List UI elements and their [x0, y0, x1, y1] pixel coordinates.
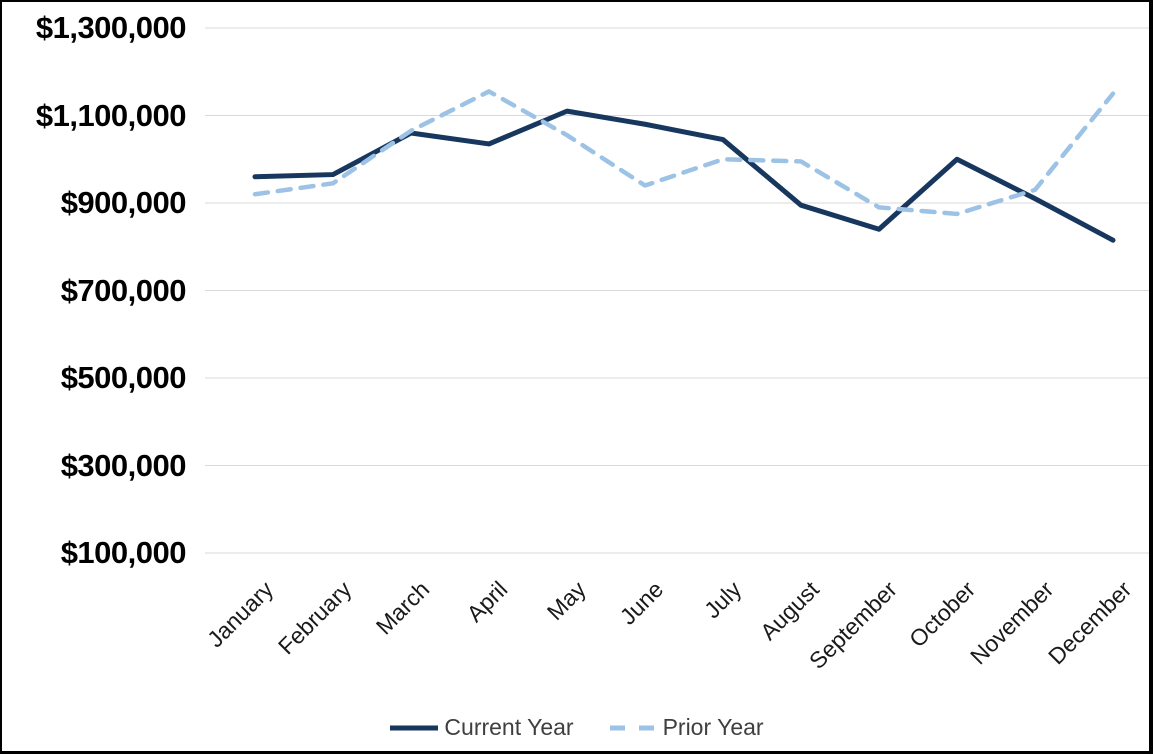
- legend-item-prior-year: Prior Year: [608, 714, 764, 741]
- y-axis-tick-label: $100,000: [60, 535, 187, 570]
- y-axis-tick-label: $500,000: [60, 360, 187, 395]
- legend-label-prior-year: Prior Year: [662, 714, 764, 740]
- legend-item-current-year: Current Year: [389, 714, 574, 741]
- y-axis-tick-label: $1,300,000: [35, 10, 187, 45]
- series-lines-group: [252, 89, 1116, 243]
- current-year-line-swatch: [390, 725, 439, 730]
- gridlines-group: [205, 27, 1149, 554]
- current-year-line: [252, 108, 1116, 243]
- y-axis-tick-label: $700,000: [60, 272, 187, 308]
- prior-year-line-swatch: [609, 725, 656, 730]
- y-axis-tick-label: $900,000: [60, 185, 187, 220]
- chart-legend: Current Year Prior Year: [0, 714, 1153, 741]
- legend-label-current-year: Current Year: [444, 714, 574, 740]
- y-axis-tick-label: $1,100,000: [35, 97, 187, 133]
- y-axis-tick-label: $300,000: [60, 447, 187, 483]
- prior-year-line: [252, 89, 1116, 217]
